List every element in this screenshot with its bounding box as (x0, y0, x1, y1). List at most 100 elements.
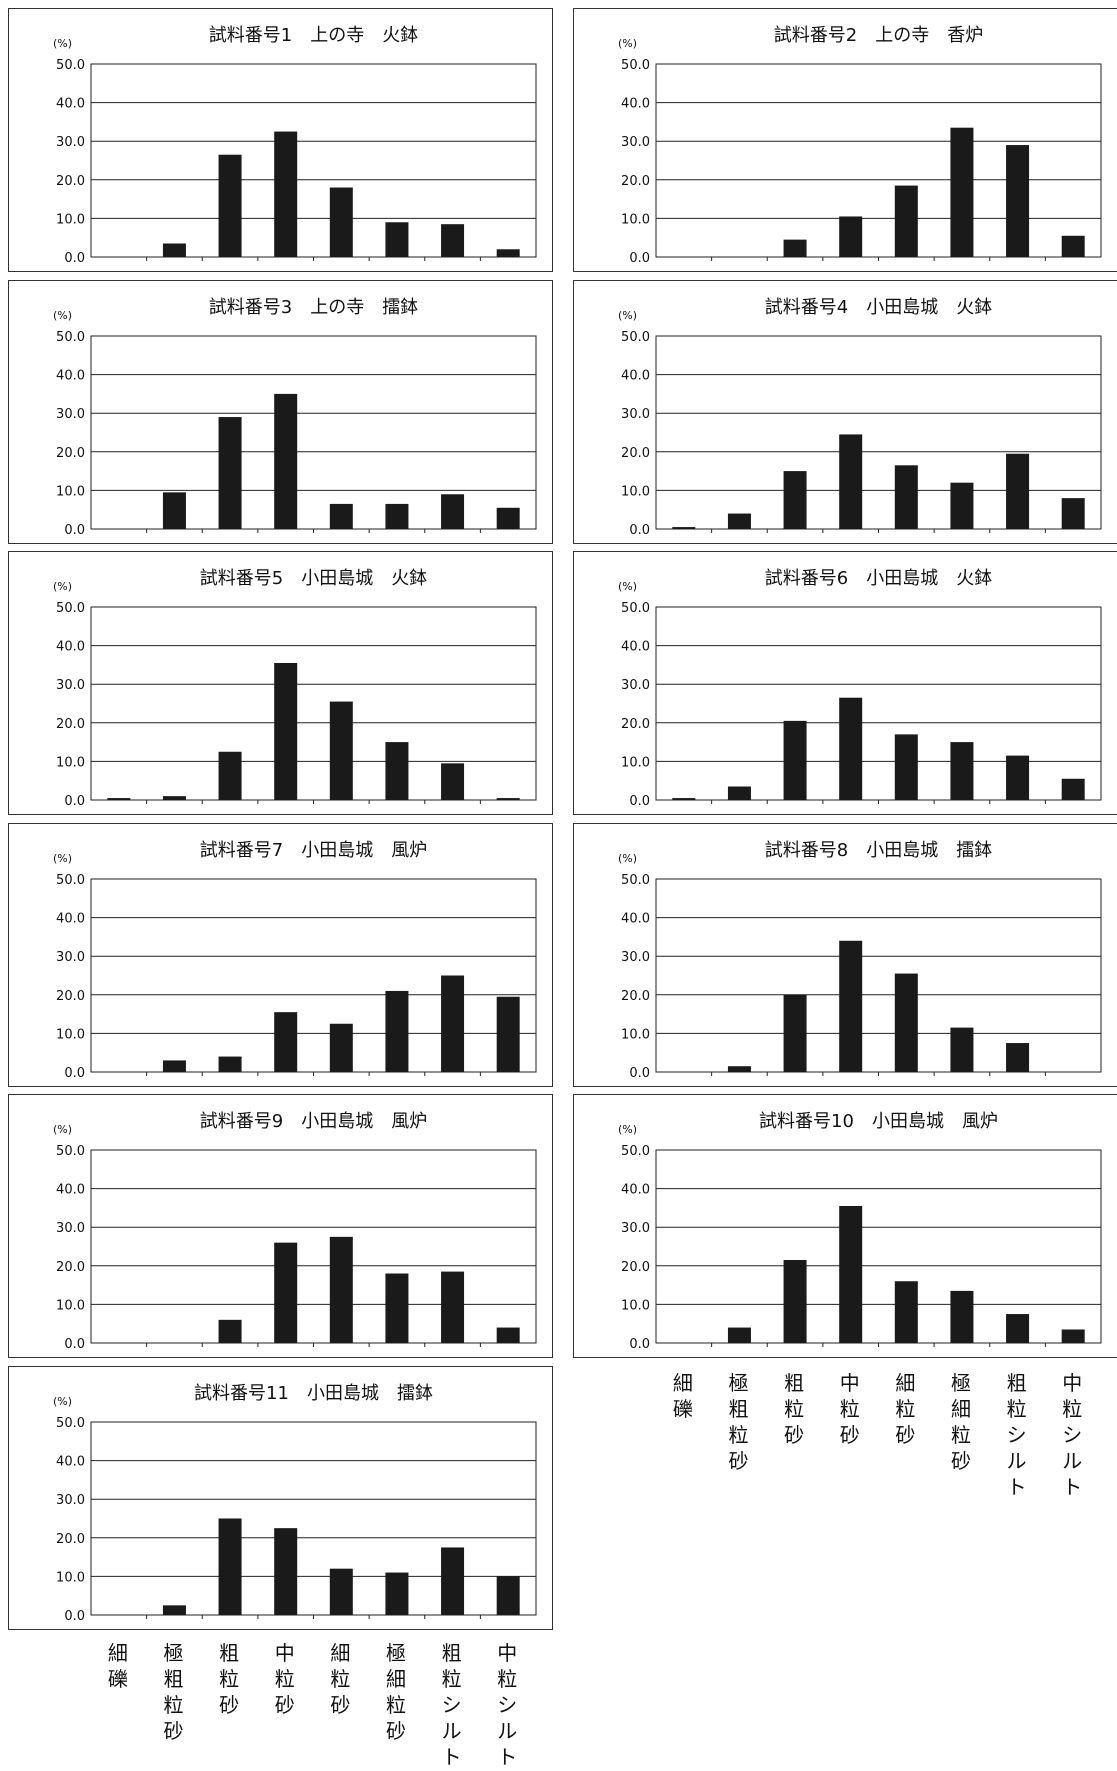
chart-panel-9: 試料番号9 小田島城 風炉 (%) 50.0 40.0 30.0 20.0 10.0 0.0 (8, 1094, 553, 1358)
chart-title: 試料番号4 小田島城 火鉢 (765, 297, 992, 318)
unit-label: (%) (53, 309, 72, 322)
category-label: 細粒砂 (895, 1371, 916, 1447)
bar-5 (329, 1023, 353, 1072)
y-tick-label: 40.0 (621, 1183, 650, 1198)
bar-5 (894, 185, 918, 257)
y-tick-label: 10.0 (56, 1570, 85, 1585)
y-tick-label: 20.0 (621, 446, 650, 461)
y-tick-label: 20.0 (56, 989, 85, 1004)
plot-frame (655, 63, 1102, 258)
y-tick-label: 0.0 (64, 1337, 85, 1352)
y-tick-label: 0.0 (64, 1609, 85, 1624)
y-tick-label: 20.0 (56, 174, 85, 189)
y-tick-label: 30.0 (56, 407, 85, 422)
chart-svg-8: 試料番号8 小田島城 擂鉢 (%) 50.0 40.0 30.0 20.0 10.0 0.0 (618, 840, 1102, 1081)
y-tick-label: 10.0 (621, 212, 650, 227)
bar-5 (329, 1236, 353, 1343)
y-tick-label: 50.0 (56, 601, 85, 616)
chart-title: 試料番号3 上の寺 擂鉢 (209, 297, 418, 318)
y-tick-label: 40.0 (56, 1455, 85, 1470)
category-label: 細礫 (107, 1641, 128, 1691)
category-label: 中粒シルト (497, 1641, 518, 1769)
y-tick-label: 50.0 (56, 1144, 85, 1159)
y-tick-label: 10.0 (56, 755, 85, 770)
plot-frame (90, 606, 537, 801)
chart-title: 試料番号7 小田島城 風炉 (200, 840, 427, 861)
bar-2 (727, 1066, 751, 1072)
bar-4 (274, 1012, 298, 1072)
bar-6 (950, 482, 974, 529)
category-label: 細礫 (672, 1371, 693, 1421)
bar-6 (385, 742, 409, 800)
chart-panel-6: 試料番号6 小田島城 火鉢 (%) 50.0 40.0 30.0 20.0 10.0 0.0 (573, 551, 1117, 815)
bar-4 (839, 1205, 863, 1343)
chart-svg-7: 試料番号7 小田島城 風炉 (%) 50.0 40.0 30.0 20.0 10.0 0.0 (53, 840, 537, 1081)
bar-2 (727, 786, 751, 800)
chart-panel-4: 試料番号4 小田島城 火鉢 (%) 50.0 40.0 30.0 20.0 10.0 0.0 (573, 280, 1117, 544)
y-tick-label: 30.0 (621, 407, 650, 422)
y-tick-label: 50.0 (56, 1416, 85, 1431)
chart-panel-1: 試料番号1 上の寺 火鉢 (%) 50.0 40.0 30.0 20.0 10.0 0.0 (8, 8, 553, 272)
bar-7 (441, 1547, 465, 1615)
y-tick-label: 0.0 (629, 251, 650, 266)
bar-5 (329, 187, 353, 257)
bar-8 (496, 249, 520, 257)
category-label: 粗粒砂 (219, 1641, 240, 1717)
unit-label: (%) (53, 1123, 72, 1136)
bar-3 (218, 1056, 242, 1072)
bar-6 (385, 1273, 409, 1343)
bar-2 (162, 796, 186, 800)
chart-svg-6: 試料番号6 小田島城 火鉢 (%) 50.0 40.0 30.0 20.0 10.0 0.0 (618, 568, 1102, 809)
bar-1 (672, 798, 696, 800)
y-tick-label: 20.0 (56, 446, 85, 461)
y-tick-label: 0.0 (64, 1066, 85, 1081)
chart-title: 試料番号11 小田島城 擂鉢 (194, 1383, 433, 1404)
bar-5 (329, 701, 353, 800)
y-tick-label: 20.0 (621, 174, 650, 189)
bar-3 (218, 154, 242, 257)
y-tick-label: 20.0 (621, 989, 650, 1004)
bar-3 (783, 471, 807, 529)
bar-8 (1061, 1329, 1085, 1343)
y-tick-label: 40.0 (621, 640, 650, 655)
bar-1 (107, 798, 131, 800)
bar-7 (441, 224, 465, 257)
category-label: 細粒砂 (330, 1641, 351, 1717)
y-tick-label: 50.0 (621, 330, 650, 345)
chart-title: 試料番号2 上の寺 香炉 (774, 25, 983, 46)
y-tick-label: 50.0 (56, 873, 85, 888)
chart-title: 試料番号1 上の寺 火鉢 (209, 25, 418, 46)
y-tick-label: 20.0 (621, 717, 650, 732)
y-tick-label: 40.0 (56, 369, 85, 384)
bar-7 (441, 975, 465, 1072)
unit-label: (%) (618, 580, 637, 593)
category-label: 中粒砂 (274, 1641, 295, 1717)
chart-title: 試料番号6 小田島城 火鉢 (765, 568, 992, 589)
unit-label: (%) (618, 37, 637, 50)
bar-7 (1006, 1043, 1030, 1072)
chart-panel-10: 試料番号10 小田島城 風炉 (%) 50.0 40.0 30.0 20.0 10.0 0.0 (573, 1094, 1117, 1358)
chart-svg-2: 試料番号2 上の寺 香炉 (%) 50.0 40.0 30.0 20.0 10.0 0.0 (618, 25, 1102, 266)
y-tick-label: 50.0 (56, 58, 85, 73)
bar-3 (783, 720, 807, 800)
y-tick-label: 50.0 (621, 873, 650, 888)
bar-8 (1061, 498, 1085, 529)
y-tick-label: 30.0 (621, 1221, 650, 1236)
bar-3 (218, 751, 242, 800)
y-tick-label: 30.0 (621, 950, 650, 965)
bar-6 (385, 222, 409, 257)
bar-8 (496, 798, 520, 800)
chart-title: 試料番号10 小田島城 風炉 (759, 1111, 998, 1132)
bar-2 (727, 1327, 751, 1343)
plot-frame (90, 878, 537, 1073)
y-tick-label: 50.0 (621, 1144, 650, 1159)
bar-8 (1061, 235, 1085, 257)
bar-4 (839, 940, 863, 1072)
bar-7 (1006, 755, 1030, 800)
y-tick-label: 50.0 (621, 58, 650, 73)
bar-5 (329, 503, 353, 529)
chart-svg-1: 試料番号1 上の寺 火鉢 (%) 50.0 40.0 30.0 20.0 10.0 0.0 (53, 25, 537, 266)
bar-7 (441, 494, 465, 529)
chart-svg-3: 試料番号3 上の寺 擂鉢 (%) 50.0 40.0 30.0 20.0 10.0 0.0 (53, 297, 537, 538)
